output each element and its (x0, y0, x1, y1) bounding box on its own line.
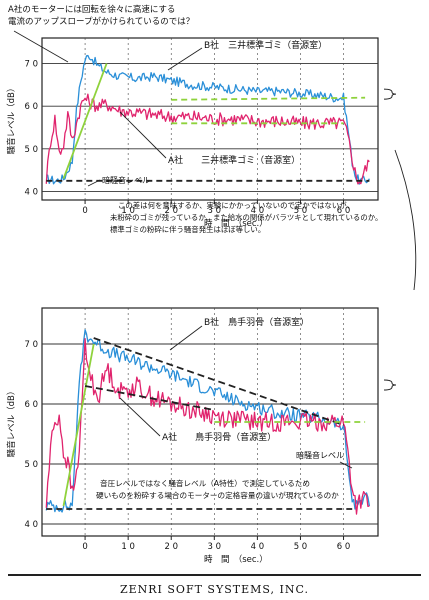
comment-line-1: 音圧レベルではなく騒音レベル（A特性）で測定しているため (100, 478, 310, 488)
comment-line-2: 硬いものを粉砕する場合のモーターの定格容量の違いが現れているのか (96, 490, 339, 500)
label-a-series: A社 鳥手羽骨（音源室） (162, 431, 276, 443)
x-axis-label: 時 間 （sec.） (204, 554, 268, 565)
y-axis-label: 騒音レベル（dB） (6, 387, 17, 458)
comment-line-3: 標準ゴミの粉砕に伴う騒音発生はほぼ等しい。 (110, 225, 265, 234)
series-line-slope (62, 343, 95, 507)
connector-line (394, 149, 417, 290)
x-tick-label: 2 0 (164, 542, 178, 552)
label-a-leader (119, 111, 167, 159)
label-a-leader (119, 397, 161, 437)
label-background: 暗騒音レベル (102, 175, 150, 185)
y-tick-label: 6 0 (24, 400, 38, 410)
footer-rule (8, 574, 421, 576)
top-note-line-1: A社のモーターには回転を徐々に高速にする (8, 4, 175, 15)
x-tick-label: 5 0 (294, 542, 308, 552)
series-line-b_trend (93, 337, 344, 426)
plot-area-frame (41, 37, 379, 201)
x-tick-label: 0 (82, 542, 87, 552)
chart-1-svg: A社のモーターには回転を徐々に高速にする 電流のアップスロープがかけられているの… (6, 4, 417, 290)
label-a-series: A社 三井標準ゴミ（音源室） (168, 154, 300, 166)
company-name: ZENRI SOFT SYSTEMS, INC. (119, 583, 310, 596)
series-line-b_ref (171, 96, 366, 101)
series-line-b (46, 54, 370, 185)
x-tick-label: 2 0 (164, 206, 178, 216)
series-line-slope (62, 63, 108, 180)
x-tick-label: 5 0 (294, 206, 308, 216)
chart-1: A社のモーターには回転を徐々に高速にする 電流のアップスロープがかけられているの… (0, 0, 429, 290)
top-note-line-2: 電流のアップスロープがかけられているのでは？ (8, 16, 194, 27)
y-tick-label: 5 0 (24, 460, 38, 470)
x-tick-label: 4 0 (251, 542, 265, 552)
y-tick-label: 4 0 (24, 187, 38, 197)
bracket-mark (383, 379, 397, 391)
x-tick-label: 0 (82, 206, 87, 216)
y-tick-label: 7 0 (24, 340, 38, 350)
bracket-mark (383, 88, 397, 100)
x-tick-label: 4 0 (251, 206, 265, 216)
label-background: 暗騒音レベル (296, 450, 344, 460)
chart-2: 4 0 5 0 6 0 7 0 0 1 0 2 0 3 0 4 0 5 0 6 0 騒音レベル（dB）… (0, 290, 429, 574)
y-tick-label: 6 0 (24, 102, 38, 112)
y-axis-label: 騒音レベル（dB） (6, 84, 17, 155)
x-tick-label: 3 0 (208, 542, 222, 552)
comment-line-1: この差は何を意味するか、実験にかかっていないので定かではないが、 (118, 201, 354, 210)
note-leader (13, 30, 69, 63)
x-tick-label: 3 0 (208, 206, 222, 216)
label-b-series: B社 三井標準ゴミ（音源室） (204, 39, 327, 51)
chart-2-svg: 4 0 5 0 6 0 7 0 0 1 0 2 0 3 0 4 0 5 0 6 0 騒音レベル（dB）… (6, 307, 397, 565)
label-bg-leader (339, 461, 353, 469)
label-b-leader (169, 325, 203, 351)
series-line-a (45, 93, 370, 185)
label-b-leader (167, 47, 203, 71)
plot-area-frame (41, 307, 379, 537)
y-tick-label: 7 0 (24, 60, 38, 70)
series-line-a (45, 338, 370, 515)
x-tick-label: 1 0 (121, 206, 135, 216)
y-tick-label: 4 0 (24, 520, 38, 530)
label-b-series: B社 鳥手羽骨（音源室） (204, 316, 309, 328)
x-tick-label: 6 0 (337, 206, 351, 216)
footer: ZENRI SOFT SYSTEMS, INC. (0, 574, 429, 600)
x-axis-label: 時 間 （sec.） (204, 218, 268, 229)
label-bg-leader (87, 179, 101, 187)
x-tick-label: 1 0 (121, 542, 135, 552)
comment-line-2: 未粉砕のゴミが残っているか、また給水の関係がバラツキとして現れているのか。 (110, 213, 382, 222)
x-tick-label: 6 0 (337, 542, 351, 552)
y-tick-label: 5 0 (24, 145, 38, 155)
